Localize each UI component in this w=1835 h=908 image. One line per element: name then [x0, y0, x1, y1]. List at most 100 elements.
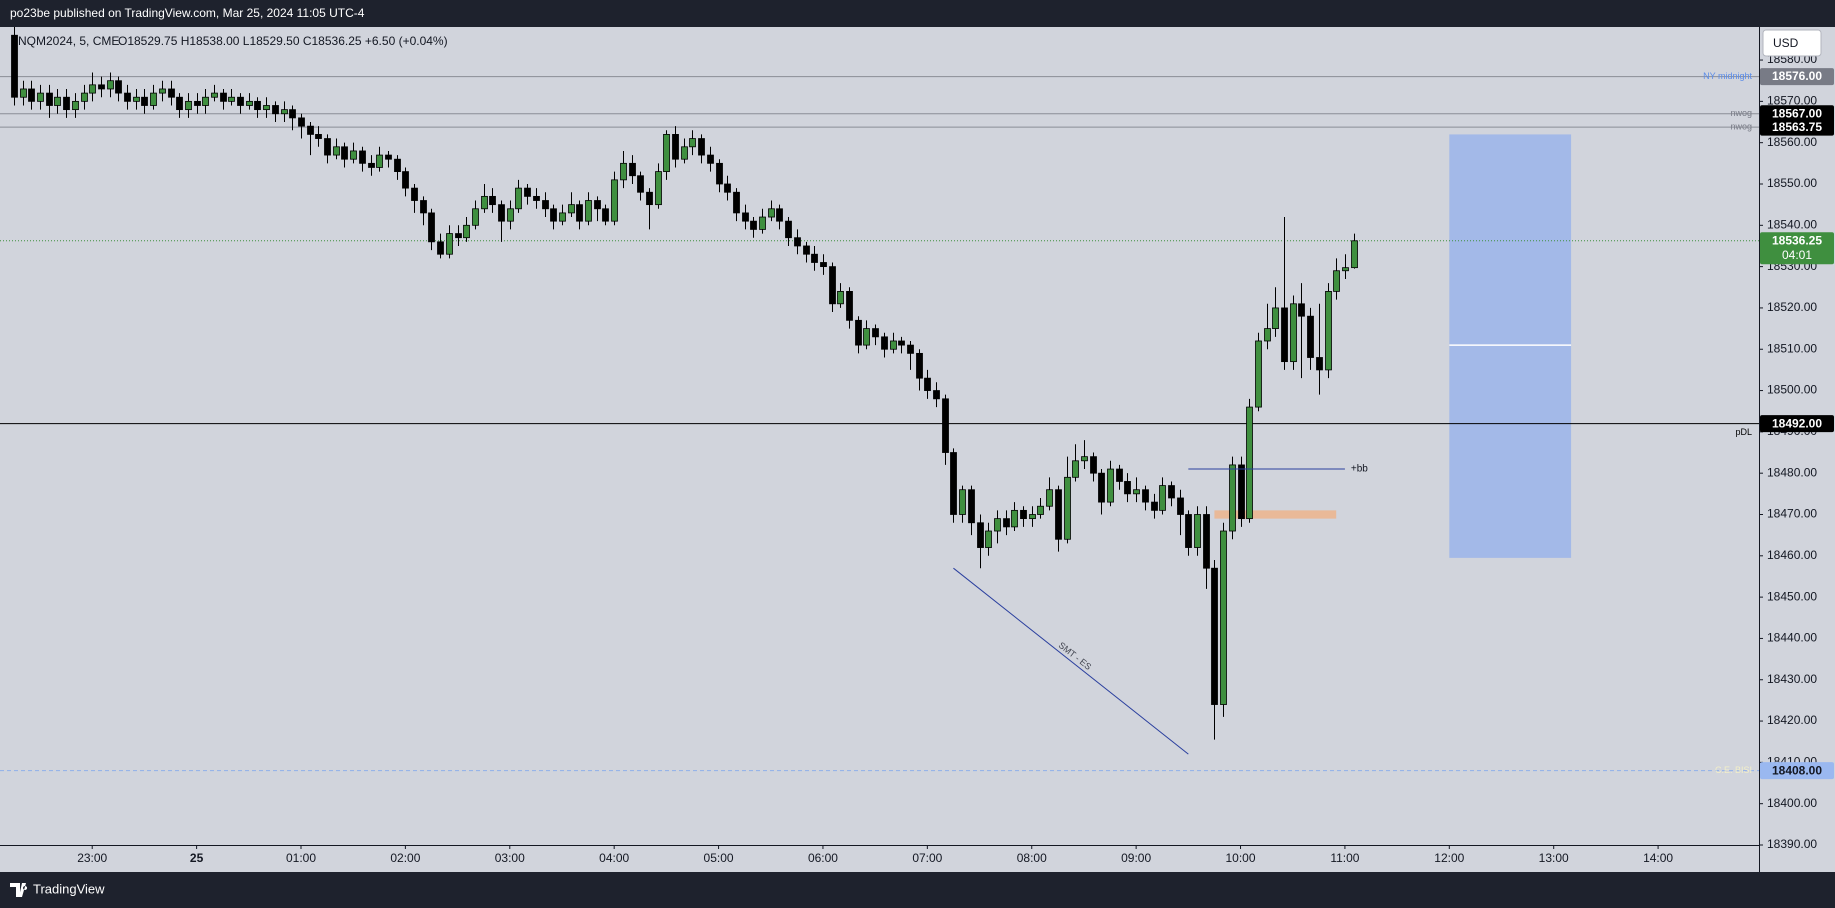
candle-body	[515, 187, 522, 210]
candle-body	[307, 125, 314, 135]
candle-body	[1185, 514, 1192, 548]
candle-body	[933, 390, 940, 400]
candle-body	[298, 117, 305, 127]
candle-body	[524, 187, 531, 197]
candle-body	[568, 204, 575, 214]
candle-body	[977, 522, 984, 548]
y-tick-label: 18500.00	[1767, 383, 1817, 397]
candle-body	[689, 138, 696, 148]
candle-body	[585, 200, 592, 222]
candle-body	[72, 100, 79, 111]
candle-body	[220, 92, 227, 102]
candle-body	[1046, 489, 1053, 507]
currency-button[interactable]	[1762, 29, 1822, 57]
candle-body	[1072, 460, 1079, 478]
candle-body	[959, 489, 966, 515]
axis-layer: 18390.0018400.0018410.0018420.0018430.00…	[77, 52, 1834, 865]
candle-body	[898, 340, 905, 346]
candle-body	[1290, 303, 1297, 363]
candle-body	[663, 134, 670, 172]
candle-body	[820, 262, 827, 268]
x-tick-label: 25	[190, 851, 204, 865]
candle-body	[881, 336, 888, 350]
x-tick-label: 04:00	[599, 851, 629, 865]
candle-body	[11, 34, 18, 98]
y-tick-label: 18560.00	[1767, 135, 1817, 149]
candle-body	[985, 530, 992, 548]
candle-body	[185, 100, 192, 111]
candle-body	[437, 241, 444, 255]
candle-body	[1090, 456, 1097, 474]
candle-body	[698, 138, 705, 156]
candle-body	[1098, 472, 1105, 503]
candle-body	[1124, 481, 1131, 495]
candle-body	[655, 171, 662, 206]
price-axis	[1759, 27, 1835, 872]
candle-body	[411, 187, 418, 201]
candle-body	[750, 220, 757, 230]
candle-body	[768, 208, 775, 218]
candle-body	[759, 216, 766, 230]
candle-body	[1107, 468, 1114, 503]
candle-body	[1342, 267, 1349, 272]
candle-body	[872, 328, 879, 338]
y-tick-label: 18570.00	[1767, 94, 1817, 108]
candle-body	[498, 204, 505, 222]
level-label: NY midnight	[1703, 71, 1752, 81]
candle-body	[428, 212, 435, 243]
candle-body	[1325, 291, 1332, 371]
candle-body	[1029, 514, 1036, 520]
candle-body	[542, 200, 549, 210]
candle-body	[376, 154, 383, 168]
candle-body	[602, 208, 609, 222]
currency[interactable]: USD	[1773, 36, 1799, 50]
candle-body	[1307, 315, 1314, 358]
candle-body	[916, 352, 923, 379]
x-tick-label: 10:00	[1226, 851, 1256, 865]
candle-body	[315, 134, 322, 139]
y-tick-label: 18540.00	[1767, 217, 1817, 231]
candle-body	[341, 146, 348, 160]
candle-body	[1037, 505, 1044, 515]
candle-body	[829, 266, 836, 305]
candle-body	[1055, 489, 1062, 540]
candle-body	[1281, 307, 1288, 363]
x-tick-label: 09:00	[1121, 851, 1151, 865]
candle-body	[237, 96, 244, 106]
price-tag	[1760, 762, 1834, 780]
candle-body	[89, 84, 96, 94]
candle-body	[1264, 328, 1271, 342]
level-label: nwog	[1730, 108, 1752, 118]
candle-body	[1238, 464, 1245, 520]
candle-body	[420, 200, 427, 214]
candle-body	[176, 96, 183, 111]
countdown: 04:01	[1782, 248, 1812, 262]
candle-body	[28, 88, 35, 102]
candle-body	[402, 171, 409, 189]
candle-body	[1020, 509, 1027, 520]
x-tick-label: 12:00	[1434, 851, 1464, 865]
brand-logo	[10, 883, 28, 897]
candle-body	[1272, 307, 1279, 329]
candle-body	[907, 344, 914, 354]
last-price-label: 18536.25	[1772, 233, 1822, 247]
candle-body	[98, 84, 105, 90]
candle-body	[263, 105, 270, 111]
candle-body	[785, 220, 792, 239]
candle-body	[994, 518, 1001, 532]
candle-body	[37, 92, 44, 102]
y-tick-label: 18480.00	[1767, 465, 1817, 479]
candle-body	[646, 191, 653, 206]
candle-body	[559, 212, 566, 222]
price-tag	[1760, 105, 1834, 123]
candle-body	[803, 245, 810, 255]
candle-body	[133, 96, 140, 102]
level-label: nwog	[1730, 122, 1752, 132]
x-tick-label: 03:00	[495, 851, 525, 865]
x-tick-label: 05:00	[704, 851, 734, 865]
price-tag-label: 18576.00	[1772, 69, 1822, 83]
candle-body	[924, 377, 931, 391]
candle-body	[368, 162, 375, 168]
last-price-tag	[1760, 232, 1834, 265]
